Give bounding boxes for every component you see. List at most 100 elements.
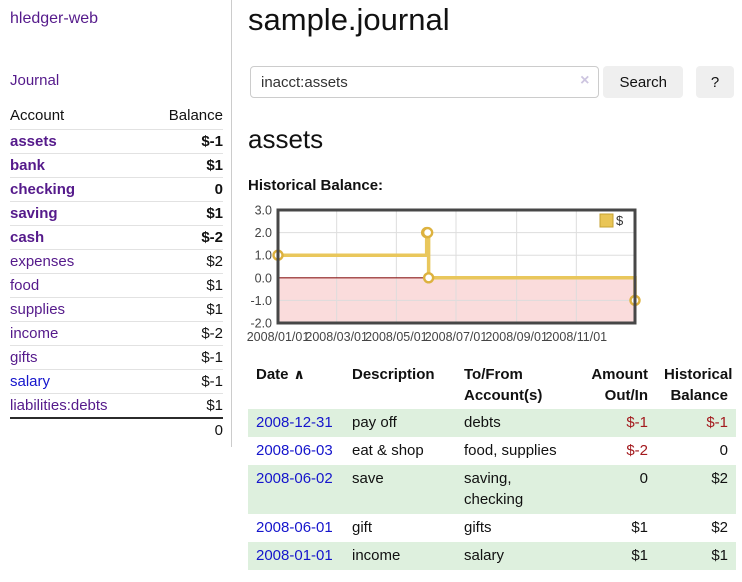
transaction-accounts: debts <box>464 414 501 431</box>
svg-text:2008/01/01: 2008/01/01 <box>247 330 310 344</box>
account-row: bank $1 <box>10 153 223 178</box>
register-header-balance: Historical Balance <box>664 366 733 404</box>
account-balance: $-1 <box>201 373 223 390</box>
sort-ascending-icon: ∧ <box>293 366 305 382</box>
account-row: salary $-1 <box>10 369 223 394</box>
account-link[interactable]: income <box>10 325 59 342</box>
transaction-accounts: gifts <box>464 519 492 536</box>
transaction-date-link[interactable]: 2008-06-01 <box>256 519 333 536</box>
account-balance: $-2 <box>201 325 223 342</box>
account-balance: $1 <box>206 205 223 222</box>
account-link[interactable]: gifts <box>10 349 38 366</box>
data-point <box>421 226 434 239</box>
account-balance: 0 <box>214 181 223 198</box>
page-title: sample.journal <box>248 2 450 37</box>
chart-title: Historical Balance: <box>248 177 384 194</box>
account-balance: $1 <box>206 277 223 294</box>
account-row: cash $-2 <box>10 225 223 250</box>
legend-label: $ <box>616 213 624 228</box>
transaction-accounts: food, supplies <box>464 441 557 459</box>
transaction-amount: $1 <box>631 519 648 536</box>
account-row: assets $-1 <box>10 129 223 154</box>
account-link[interactable]: saving <box>10 205 58 222</box>
transaction-description: gift <box>352 519 373 536</box>
accounts-total-value: 0 <box>214 422 223 439</box>
transaction-balance: 0 <box>719 441 728 459</box>
svg-text:2.0: 2.0 <box>255 226 272 240</box>
transaction-row: 2008-01-01 income salary $1 $1 <box>248 541 736 570</box>
account-balance: $-1 <box>201 349 223 366</box>
account-row: gifts $-1 <box>10 345 223 370</box>
account-link[interactable]: food <box>10 277 40 294</box>
svg-text:2008/09/01: 2008/09/01 <box>485 330 548 344</box>
clear-search-icon[interactable]: × <box>580 72 590 89</box>
help-button[interactable]: ? <box>696 66 734 98</box>
register-header-accounts: To/From Account(s) <box>464 366 543 404</box>
transaction-amount: $-2 <box>626 441 648 459</box>
account-balance: $1 <box>206 301 223 318</box>
account-link[interactable]: supplies <box>10 301 66 318</box>
accounts-total-spacer <box>10 418 147 442</box>
svg-text:2008/11/01: 2008/11/01 <box>545 330 607 344</box>
transaction-accounts: salary <box>464 546 505 564</box>
search-button[interactable]: Search <box>603 66 683 98</box>
account-row: saving $1 <box>10 201 223 226</box>
sidebar-nav: Journal <box>10 28 223 90</box>
account-link[interactable]: assets <box>10 133 57 150</box>
account-link[interactable]: bank <box>10 157 46 174</box>
account-link[interactable]: cash <box>10 229 45 246</box>
transaction-amount: $-1 <box>626 414 648 431</box>
transaction-amount: 0 <box>639 469 648 487</box>
account-link[interactable]: expenses <box>10 253 75 270</box>
svg-text:2008/03/01: 2008/03/01 <box>305 330 368 344</box>
accounts-table: Account Balance assets $-1 bank $1 checking 0… <box>10 104 223 442</box>
account-heading: assets <box>248 124 324 154</box>
account-row: checking 0 <box>10 177 223 202</box>
account-row: food $1 <box>10 273 223 298</box>
transaction-row: 2008-06-02 save saving, checking 0 $2 <box>248 464 736 514</box>
search-form: × Search ? <box>250 66 734 98</box>
accounts-total-row: 0 <box>10 418 223 442</box>
sidebar-item-journal[interactable]: Journal <box>10 72 60 89</box>
register-table: Date ∧ Description To/From Account(s) Amo… <box>248 361 736 570</box>
register-header-row: Date ∧ Description To/From Account(s) Amo… <box>248 361 736 409</box>
transaction-amount: $1 <box>631 546 648 564</box>
transaction-balance: $2 <box>711 519 728 536</box>
transaction-date-link[interactable]: 2008-01-01 <box>256 546 333 564</box>
transaction-date-link[interactable]: 2008-06-02 <box>256 469 333 487</box>
transaction-description: eat & shop <box>352 441 424 459</box>
app-brand-link[interactable]: hledger-web <box>10 10 99 27</box>
account-balance: $-2 <box>201 229 223 246</box>
svg-text:0.0: 0.0 <box>255 271 272 285</box>
account-balance: $2 <box>206 253 223 270</box>
svg-text:2008/07/01: 2008/07/01 <box>425 330 488 344</box>
register-header-date[interactable]: Date ∧ <box>256 366 305 383</box>
transaction-row: 2008-06-01 gift gifts $1 $2 <box>248 514 736 542</box>
account-balance: $1 <box>206 157 223 174</box>
account-link[interactable]: salary <box>10 373 51 390</box>
historical-balance-chart[interactable]: $3.0 2.0 1.0 0.0 -1.0 -2.0 2008/01/01 2008/03/0… <box>247 204 736 347</box>
transaction-description: save <box>352 469 384 487</box>
transaction-date-link[interactable]: 2008-12-31 <box>256 414 333 431</box>
transaction-row: 2008-06-03 eat & shop food, supplies $-2 0 <box>248 437 736 465</box>
sidebar: hledger-web Journal Account Balance asse… <box>0 0 232 447</box>
accounts-header-account: Account <box>10 107 65 124</box>
register-header-description: Description <box>352 366 435 383</box>
transaction-balance: $2 <box>711 469 728 487</box>
account-row: income $-2 <box>10 321 223 346</box>
account-link[interactable]: liabilities:debts <box>10 397 108 414</box>
svg-text:2008/05/01: 2008/05/01 <box>365 330 428 344</box>
accounts-header-balance: Balance <box>168 107 223 124</box>
search-input[interactable] <box>250 66 600 98</box>
transaction-date-link[interactable]: 2008-06-03 <box>256 441 333 459</box>
main-content: sample.journal × Search ? assets Histori… <box>232 0 742 582</box>
account-link[interactable]: checking <box>10 181 76 198</box>
transaction-description: pay off <box>352 414 397 431</box>
transaction-balance: $1 <box>711 546 728 564</box>
data-point <box>422 272 435 284</box>
account-row: expenses $2 <box>10 249 223 274</box>
account-balance: $1 <box>206 397 223 414</box>
svg-text:-2.0: -2.0 <box>250 317 272 331</box>
account-balance: $-1 <box>201 133 223 150</box>
